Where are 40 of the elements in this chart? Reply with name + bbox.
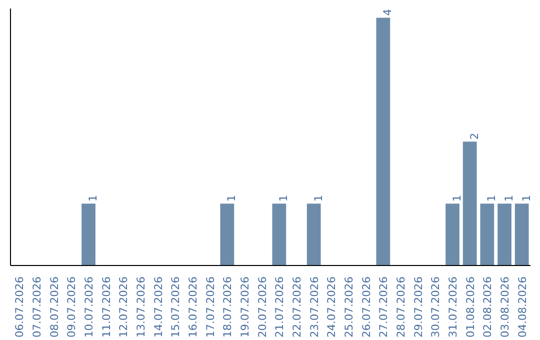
x-tick-label: 15.07.2026: [169, 276, 182, 338]
data-label: 1: [277, 194, 290, 202]
x-tick-label: 03.08.2026: [498, 276, 512, 338]
x-tick-label: 28.07.2026: [394, 276, 408, 338]
x-tick-label: 24.07.2026: [325, 276, 338, 338]
x-tick-label: 21.07.2026: [273, 276, 286, 338]
data-label: 1: [502, 194, 516, 202]
x-tick-label: 10.07.2026: [82, 276, 96, 338]
x-tick-label: 18.07.2026: [221, 276, 234, 338]
x-tick-label: 16.07.2026: [186, 276, 200, 338]
data-label: 1: [450, 194, 464, 202]
x-tick-label: 19.07.2026: [238, 276, 252, 338]
x-tick-label: 22.07.2026: [290, 276, 304, 338]
x-tick-label: 02.08.2026: [481, 276, 494, 338]
x-tick-label: 09.07.2026: [65, 276, 78, 338]
x-tick-label: 11.07.2026: [100, 276, 113, 338]
data-label: 4: [381, 8, 394, 16]
x-tick-label: 01.08.2026: [464, 276, 477, 338]
x-tick-label: 07.07.2026: [30, 276, 44, 338]
x-tick-label: 13.07.2026: [134, 276, 148, 338]
data-label: 2: [468, 132, 481, 140]
data-label: 1: [86, 194, 100, 202]
x-tick-label: 04.08.2026: [516, 276, 529, 338]
x-tick-label: 31.07.2026: [446, 276, 460, 338]
data-label: 1: [312, 194, 325, 202]
x-tick-label: 08.07.2026: [48, 276, 61, 338]
data-label: 1: [225, 194, 238, 202]
x-tick-label: 06.07.2026: [13, 276, 26, 338]
x-tick-label: 26.07.2026: [360, 276, 373, 338]
x-tick-label: 17.07.2026: [204, 276, 217, 338]
x-tick-label: 25.07.2026: [342, 276, 356, 338]
x-tick-label: 27.07.2026: [377, 276, 390, 338]
x-tick-label: 29.07.2026: [412, 276, 425, 338]
x-tick-label: 12.07.2026: [117, 276, 130, 338]
x-tick-label: 14.07.2026: [152, 276, 165, 338]
data-label: 1: [485, 194, 498, 202]
x-tick-label: 20.07.2026: [256, 276, 269, 338]
x-tick-label: 30.07.2026: [429, 276, 442, 338]
x-tick-label: 23.07.2026: [308, 276, 321, 338]
data-label: 1: [520, 194, 533, 202]
